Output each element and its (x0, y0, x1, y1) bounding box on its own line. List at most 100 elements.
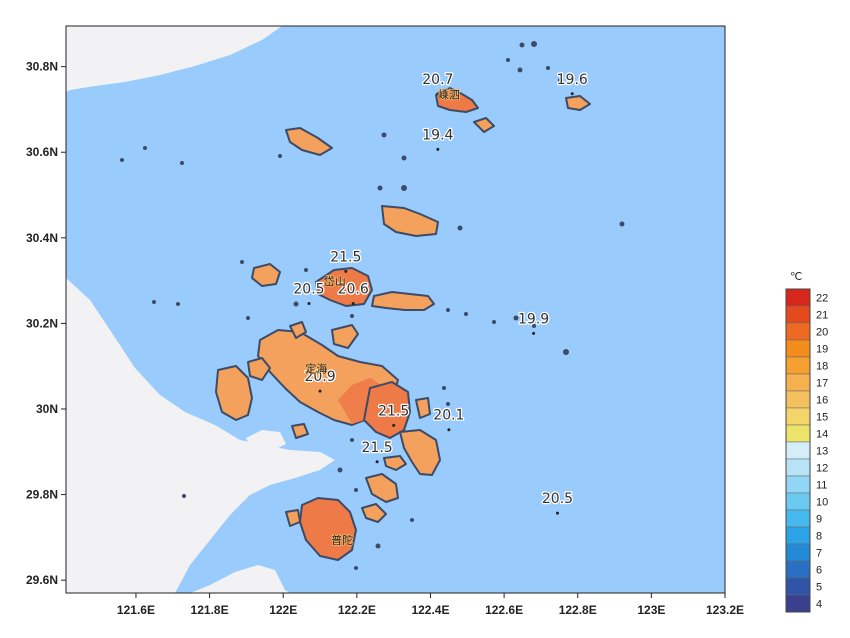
mainland-north (66, 26, 282, 92)
islet-c (331, 324, 359, 349)
legend-label: 10 (816, 497, 828, 509)
legend-label: 9 (816, 514, 822, 526)
legend-swatch (785, 594, 811, 613)
station-values: 20.7 19.6 19.4 21.5 20.5 20.6 19.9 20.9 21.5 20.1… (292, 71, 589, 515)
station-value: 20.9 (304, 369, 335, 385)
island-group (215, 87, 591, 561)
x-tick-label: 123.2E (706, 603, 744, 617)
station-marker (436, 92, 440, 96)
legend-label: 13 (816, 446, 828, 458)
station-marker (344, 269, 348, 273)
station-marker (532, 331, 536, 335)
y-tick-label: 30.4N (26, 231, 58, 245)
legend-swatch (785, 492, 811, 511)
legend-swatch (785, 441, 811, 460)
legend-label: 11 (816, 480, 827, 492)
y-tick-label: 29.8N (26, 488, 58, 502)
islet-a (247, 357, 271, 381)
jintang-island (215, 365, 253, 421)
x-tick-label: 121.6E (117, 603, 155, 617)
islet-i (361, 503, 387, 523)
islet-d (285, 127, 333, 156)
legend-swatch (785, 339, 811, 358)
legend-unit: ℃ (790, 271, 802, 283)
legend-label: 17 (816, 378, 828, 390)
axes: 30.8N 30.6N 30.4N 30.2N 30N 29.8N 29.6N 121.6E 1… (26, 60, 744, 617)
x-tick-label: 122.8E (559, 603, 597, 617)
legend-swatch (785, 407, 811, 426)
legend-swatch (785, 322, 811, 341)
color-legend: ℃ 22 21 20 19 18 17 16 15 14 13 12 11 10 9 8 7 6 5 4 (785, 271, 828, 613)
station-value: 21.5 (378, 403, 409, 419)
legend-swatch (785, 560, 811, 579)
station-marker (436, 147, 440, 151)
islet-j (383, 455, 407, 471)
islet-e (565, 95, 591, 111)
x-tick-label: 122.2E (338, 603, 376, 617)
legend-label: 12 (816, 463, 828, 475)
station-value: 19.4 (422, 127, 453, 143)
putuo-south-island (299, 497, 357, 561)
legend-label: 14 (816, 429, 828, 441)
station-marker (307, 301, 311, 305)
station-value: 20.6 (338, 281, 369, 297)
legend-label: 21 (816, 310, 828, 322)
islet-southwest (145, 495, 168, 522)
x-tick-label: 123E (637, 603, 665, 617)
small-islets (120, 41, 625, 570)
station-marker (392, 423, 396, 427)
legend-swatch (785, 475, 811, 494)
x-tick-label: 122.4E (411, 603, 449, 617)
station-marker (555, 511, 559, 515)
legend-frame (785, 288, 811, 613)
legend-swatch (785, 373, 811, 392)
legend-swatch (785, 288, 811, 307)
islet-l (415, 397, 431, 419)
y-tick-label: 30.2N (26, 316, 58, 330)
station-value: 20.1 (433, 408, 464, 424)
coast-spit (78, 314, 116, 350)
x-tick-label: 122.6E (485, 603, 523, 617)
daishan-island (315, 267, 373, 307)
legend-label: 16 (816, 395, 828, 407)
station-value: 21.5 (330, 249, 361, 265)
station-value: 20.5 (542, 491, 573, 507)
islet-west (246, 430, 286, 452)
legend-label: 15 (816, 412, 828, 424)
legend-swatch (785, 543, 811, 562)
legend-swatch (785, 458, 811, 477)
legend-swatch (785, 424, 811, 443)
place-name: 岱山 (324, 274, 346, 288)
y-tick-label: 29.6N (26, 573, 58, 587)
plot-frame (65, 25, 726, 594)
station-value: 21.5 (362, 440, 393, 456)
legend-swatch (785, 577, 811, 596)
islet-k (291, 423, 309, 439)
station-marker (375, 460, 379, 464)
qushan-island (371, 291, 435, 311)
station-marker (318, 389, 322, 393)
station-marker (570, 92, 574, 96)
station-marker (351, 301, 355, 305)
zhujiajian-island (363, 381, 411, 439)
place-name: 定海 (305, 362, 327, 376)
station-value: 19.9 (518, 311, 549, 327)
legend-swatch (785, 526, 811, 545)
station-value: 20.5 (293, 281, 324, 297)
islet-b (289, 321, 307, 339)
station-value: 19.6 (557, 72, 588, 88)
islet-h (365, 473, 399, 503)
legend-label: 5 (816, 582, 822, 594)
legend-label: 22 (816, 293, 828, 305)
map-features (66, 26, 625, 593)
legend-swatch (785, 390, 811, 409)
station-marker (447, 428, 451, 432)
legend-label: 20 (816, 327, 828, 339)
legend-label: 6 (816, 565, 822, 577)
legend-swatch (785, 356, 811, 375)
liuheng-island (399, 429, 441, 476)
islet-f (473, 117, 495, 133)
legend-label: 18 (816, 361, 828, 373)
